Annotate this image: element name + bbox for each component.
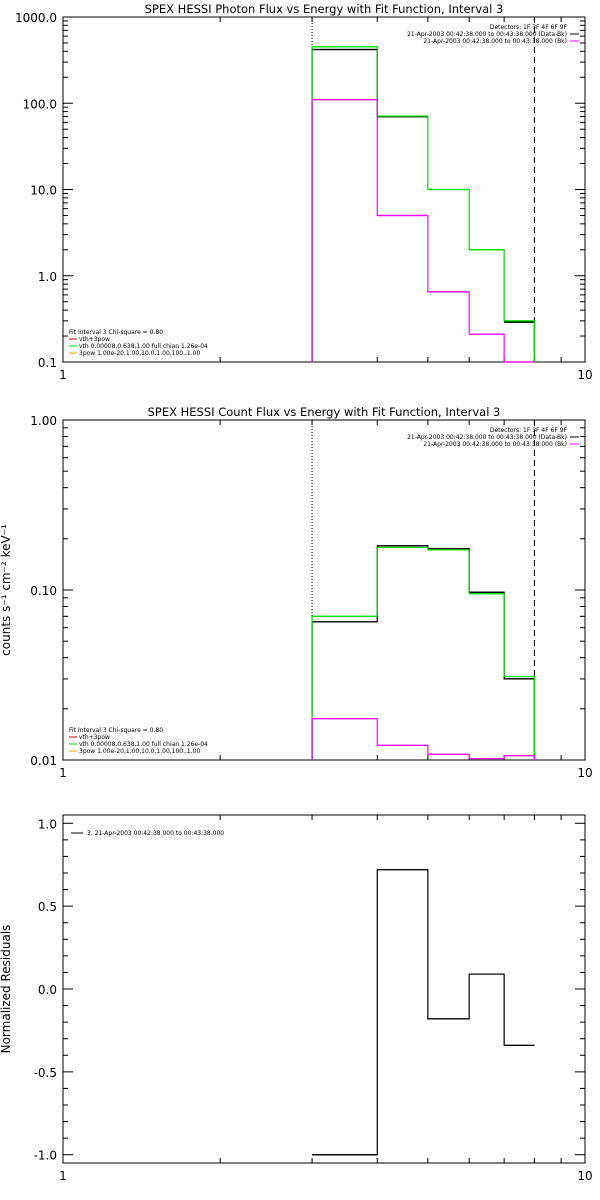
x-tick-label: 10 xyxy=(577,368,592,382)
y-tick-label: -0.5 xyxy=(34,1066,57,1080)
series-line xyxy=(311,46,536,362)
series-line xyxy=(312,869,535,1156)
x-tick-label: 10 xyxy=(577,1169,592,1183)
legend-text: 3. 21-Apr-2003 00:42:38.000 to 00:43:38.… xyxy=(87,830,224,837)
info-line: 21-Apr-2003 00:42:38.000 to 00:43:38.000… xyxy=(423,441,567,448)
y-tick-label: 1000.0 xyxy=(15,11,57,25)
y-tick-label: 1.0 xyxy=(38,270,57,284)
fit-info-line: vth+3pow xyxy=(79,336,110,343)
series-line xyxy=(311,99,535,363)
chart-title: SPEX HESSI Photon Flux vs Energy with Fi… xyxy=(145,2,504,16)
fit-info-line: vth+3pow xyxy=(79,734,110,741)
series-line xyxy=(311,546,536,760)
x-tick-label: 1 xyxy=(59,1169,67,1183)
y-tick-label: 0.1 xyxy=(38,356,57,370)
residuals-histogram xyxy=(312,869,535,1156)
y-tick-label: 1.00 xyxy=(30,414,57,428)
y-tick-label: 10.0 xyxy=(30,184,57,198)
fit-info-line: 3pow 1.00e-20,1.00,10.0,1.00,100.,1.00 xyxy=(79,350,200,357)
plot-frame xyxy=(62,419,586,761)
y-tick-label: 100.0 xyxy=(23,97,57,111)
background-histogram xyxy=(311,99,535,363)
fit-info-line: 3pow 1.00e-20,1.00,10.0,1.00,100.,1.00 xyxy=(79,748,200,755)
y-tick-label: -1.0 xyxy=(34,1149,57,1163)
info-line: Detectors: 1F 3F 4F 6F 9F xyxy=(490,427,568,434)
x-tick-label: 1 xyxy=(59,766,67,780)
fit-info-line: Fit Interval 3 Chi-square = 0.80 xyxy=(69,727,163,734)
info-line: Detectors: 1F 3F 4F 6F 9F xyxy=(490,24,568,31)
plot-frame xyxy=(62,16,586,363)
fit-info-line: vth 0.00008,0.638,1.00 full chian 1.26e-… xyxy=(79,343,208,350)
chart-panel-1: SPEX HESSI Photon Flux vs Energy with Fi… xyxy=(15,2,593,382)
model-histogram xyxy=(311,46,536,362)
data-histogram xyxy=(311,48,536,362)
x-tick-label: 1 xyxy=(59,368,67,382)
y-tick-label: 0.10 xyxy=(30,584,57,598)
fit-info-line: vth 0.00008,0.638,1.00 full chian 1.26e-… xyxy=(79,741,208,748)
plot-frame xyxy=(62,814,586,1164)
series-line xyxy=(311,718,536,760)
y-tick-label: 0.0 xyxy=(38,983,57,997)
chart-title: SPEX HESSI Count Flux vs Energy with Fit… xyxy=(148,405,501,419)
y-tick-label: 0.01 xyxy=(30,754,57,768)
y-tick-label: 0.5 xyxy=(38,900,57,914)
x-tick-label: 10 xyxy=(577,766,592,780)
info-line: 21-Apr-2003 00:42:38.000 to 00:43:38.000… xyxy=(407,434,567,441)
info-line: 21-Apr-2003 00:42:38.000 to 00:43:38.000… xyxy=(407,31,567,38)
y-tick-label: 1.0 xyxy=(38,817,57,831)
chart-panel-3: Normalized Residuals 1 10 1.0 0.5 0.0 -0.5 -1.0… xyxy=(0,814,593,1183)
series-line xyxy=(311,545,536,760)
fit-info-line: Fit Interval 3 Chi-square = 0.80 xyxy=(69,329,163,336)
series-line xyxy=(311,48,536,362)
data-histogram xyxy=(311,545,536,760)
y-axis-label: counts s⁻¹ cm⁻² keV⁻¹ xyxy=(0,524,13,656)
model-histogram xyxy=(311,546,536,760)
y-axis-label: Normalized Residuals xyxy=(0,925,13,1054)
info-line: 21-Apr-2003 00:42:38.000 to 00:43:38.000… xyxy=(423,38,567,45)
background-histogram xyxy=(311,718,536,760)
chart-panel-2: SPEX HESSI Count Flux vs Energy with Fit… xyxy=(0,405,593,780)
